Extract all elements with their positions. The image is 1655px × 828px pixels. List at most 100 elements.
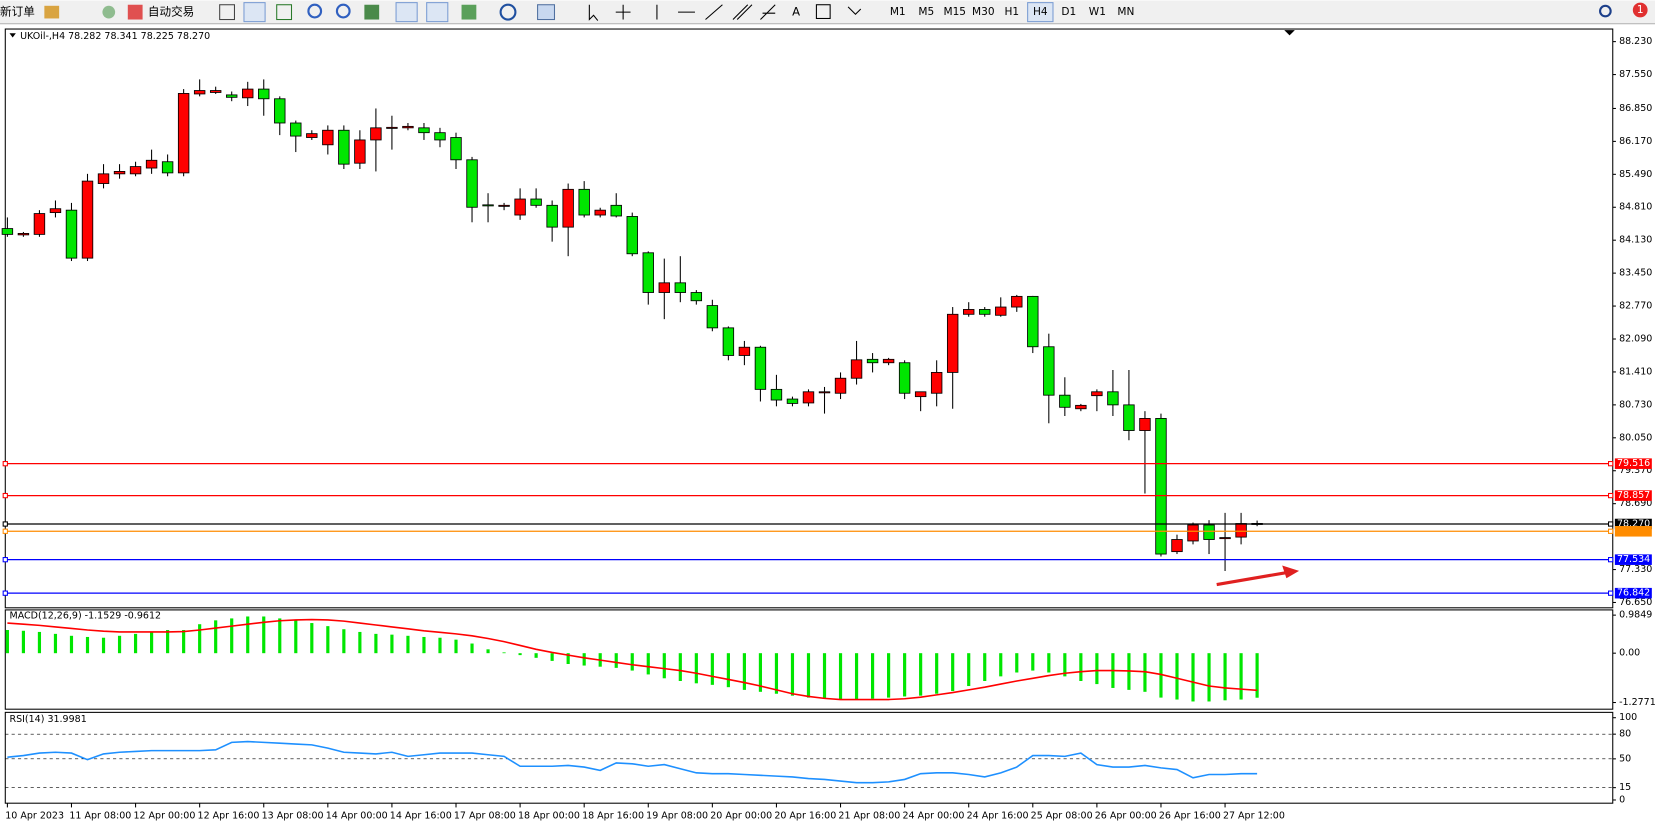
candle-body [979, 309, 991, 315]
level-label: 76.842 [1617, 588, 1650, 599]
level-handle [2, 528, 8, 534]
cursor-button[interactable] [588, 4, 599, 21]
fibo-button[interactable] [760, 4, 776, 20]
channel-button[interactable] [732, 4, 753, 20]
histogram-bar [1207, 653, 1211, 702]
candle-body [1011, 295, 1023, 308]
candle-body [161, 161, 174, 174]
timeframe-button[interactable]: W1 [1089, 6, 1106, 18]
candle-body [322, 129, 334, 146]
trendline-button[interactable] [705, 4, 723, 20]
histogram-bar [182, 630, 186, 654]
timeframe-button[interactable]: MN [1117, 6, 1134, 18]
level-handle [2, 461, 8, 467]
search-button[interactable] [1599, 4, 1612, 18]
timeframe-button[interactable]: H4 [1033, 6, 1048, 18]
timeframe-button[interactable]: D1 [1061, 6, 1076, 18]
candle-body [258, 88, 270, 100]
templates-button[interactable] [537, 4, 556, 21]
notification-badge[interactable] [1632, 2, 1648, 18]
label-tool-button[interactable] [815, 4, 831, 19]
histogram-bar [919, 653, 923, 696]
auto-trading-icon[interactable] [127, 4, 143, 20]
indicators-button[interactable] [461, 4, 477, 20]
histogram-bar [1223, 653, 1227, 701]
candle-body [418, 127, 430, 134]
y-tick-label: 84.810 [1619, 202, 1652, 213]
text-tool-button[interactable]: A [792, 5, 800, 19]
timeframe-button[interactable]: M15 [944, 6, 967, 18]
histogram-bar [85, 636, 90, 654]
shift-marker [1284, 30, 1295, 36]
y-tick-label: 100 [1619, 712, 1637, 723]
candle-body [754, 346, 767, 390]
y-tick-label: 78.690 [1619, 498, 1652, 509]
level-handle [1608, 590, 1614, 596]
shift-button[interactable] [426, 2, 449, 23]
y-tick-label: 50 [1619, 753, 1631, 764]
line-chart-button[interactable] [276, 4, 293, 21]
histogram-bar [967, 653, 971, 687]
y-tick-label: 80.730 [1619, 399, 1652, 410]
candle-body [818, 391, 831, 394]
histogram-bar [198, 624, 202, 654]
macd-pane [4, 609, 1614, 710]
histogram-bar [1255, 653, 1259, 698]
x-tick-label: 11 Apr 08:00 [69, 810, 131, 821]
candle-body [850, 359, 863, 379]
candle-body [1027, 295, 1039, 348]
histogram-bar [678, 653, 682, 681]
histogram-bar [887, 653, 891, 698]
tile-button[interactable] [364, 4, 380, 20]
bar-chart-button[interactable] [219, 4, 235, 21]
candle-body [113, 171, 126, 175]
crosshair-button[interactable] [615, 4, 631, 20]
histogram-bar [101, 637, 106, 654]
candle-body [898, 362, 911, 394]
annotation-arrow [1216, 570, 1291, 587]
candle-body [1219, 537, 1231, 540]
timeframe-button[interactable]: H1 [1004, 6, 1019, 18]
candle-chart-button[interactable] [243, 2, 266, 23]
auto-trading-button[interactable]: 自动交易 [148, 5, 194, 19]
timeframe-button[interactable]: M1 [890, 6, 906, 18]
timeframe-button[interactable]: M30 [972, 6, 995, 18]
x-tick-label: 18 Apr 00:00 [518, 810, 580, 821]
candle-body [209, 90, 222, 93]
level-label: 79.516 [1617, 458, 1650, 469]
x-tick-label: 14 Apr 00:00 [326, 810, 388, 821]
x-tick-label: 24 Apr 16:00 [967, 810, 1029, 821]
y-tick-label: 83.450 [1619, 268, 1652, 279]
candle-body [466, 159, 478, 208]
icon[interactable] [44, 5, 60, 19]
chart-title: UKOil-,H4 78.282 78.341 78.225 78.270 [20, 31, 210, 42]
histogram-bar [438, 637, 442, 654]
arrows-button[interactable] [847, 6, 862, 15]
y-tick-label: 15 [1619, 782, 1631, 793]
level-handle [1608, 492, 1614, 499]
new-order-button[interactable]: 新订单 [0, 5, 35, 19]
zoom-in-button[interactable] [307, 3, 323, 19]
icon[interactable] [102, 5, 116, 19]
candle-body [49, 208, 62, 214]
y-tick-label: 80.050 [1619, 432, 1652, 443]
level-handle [1608, 557, 1614, 563]
level-label: 77.534 [1617, 554, 1650, 565]
histogram-bar [422, 636, 426, 654]
level-label-box [1614, 518, 1652, 530]
histogram-bar [53, 633, 58, 654]
histogram-bar [310, 623, 314, 654]
title-marker [9, 33, 16, 38]
zoom-out-button[interactable] [335, 3, 351, 19]
histogram-bar [582, 653, 586, 666]
candle-body [834, 377, 847, 394]
histogram-bar [406, 635, 410, 654]
candle-body [882, 358, 895, 364]
timeframe-button[interactable]: M5 [918, 6, 934, 18]
autoscroll-button[interactable] [395, 2, 418, 23]
periods-button[interactable] [499, 3, 517, 21]
candle-body [434, 132, 446, 141]
histogram-bar [470, 643, 474, 654]
histogram-bar [694, 653, 698, 684]
candle-body [610, 204, 622, 217]
